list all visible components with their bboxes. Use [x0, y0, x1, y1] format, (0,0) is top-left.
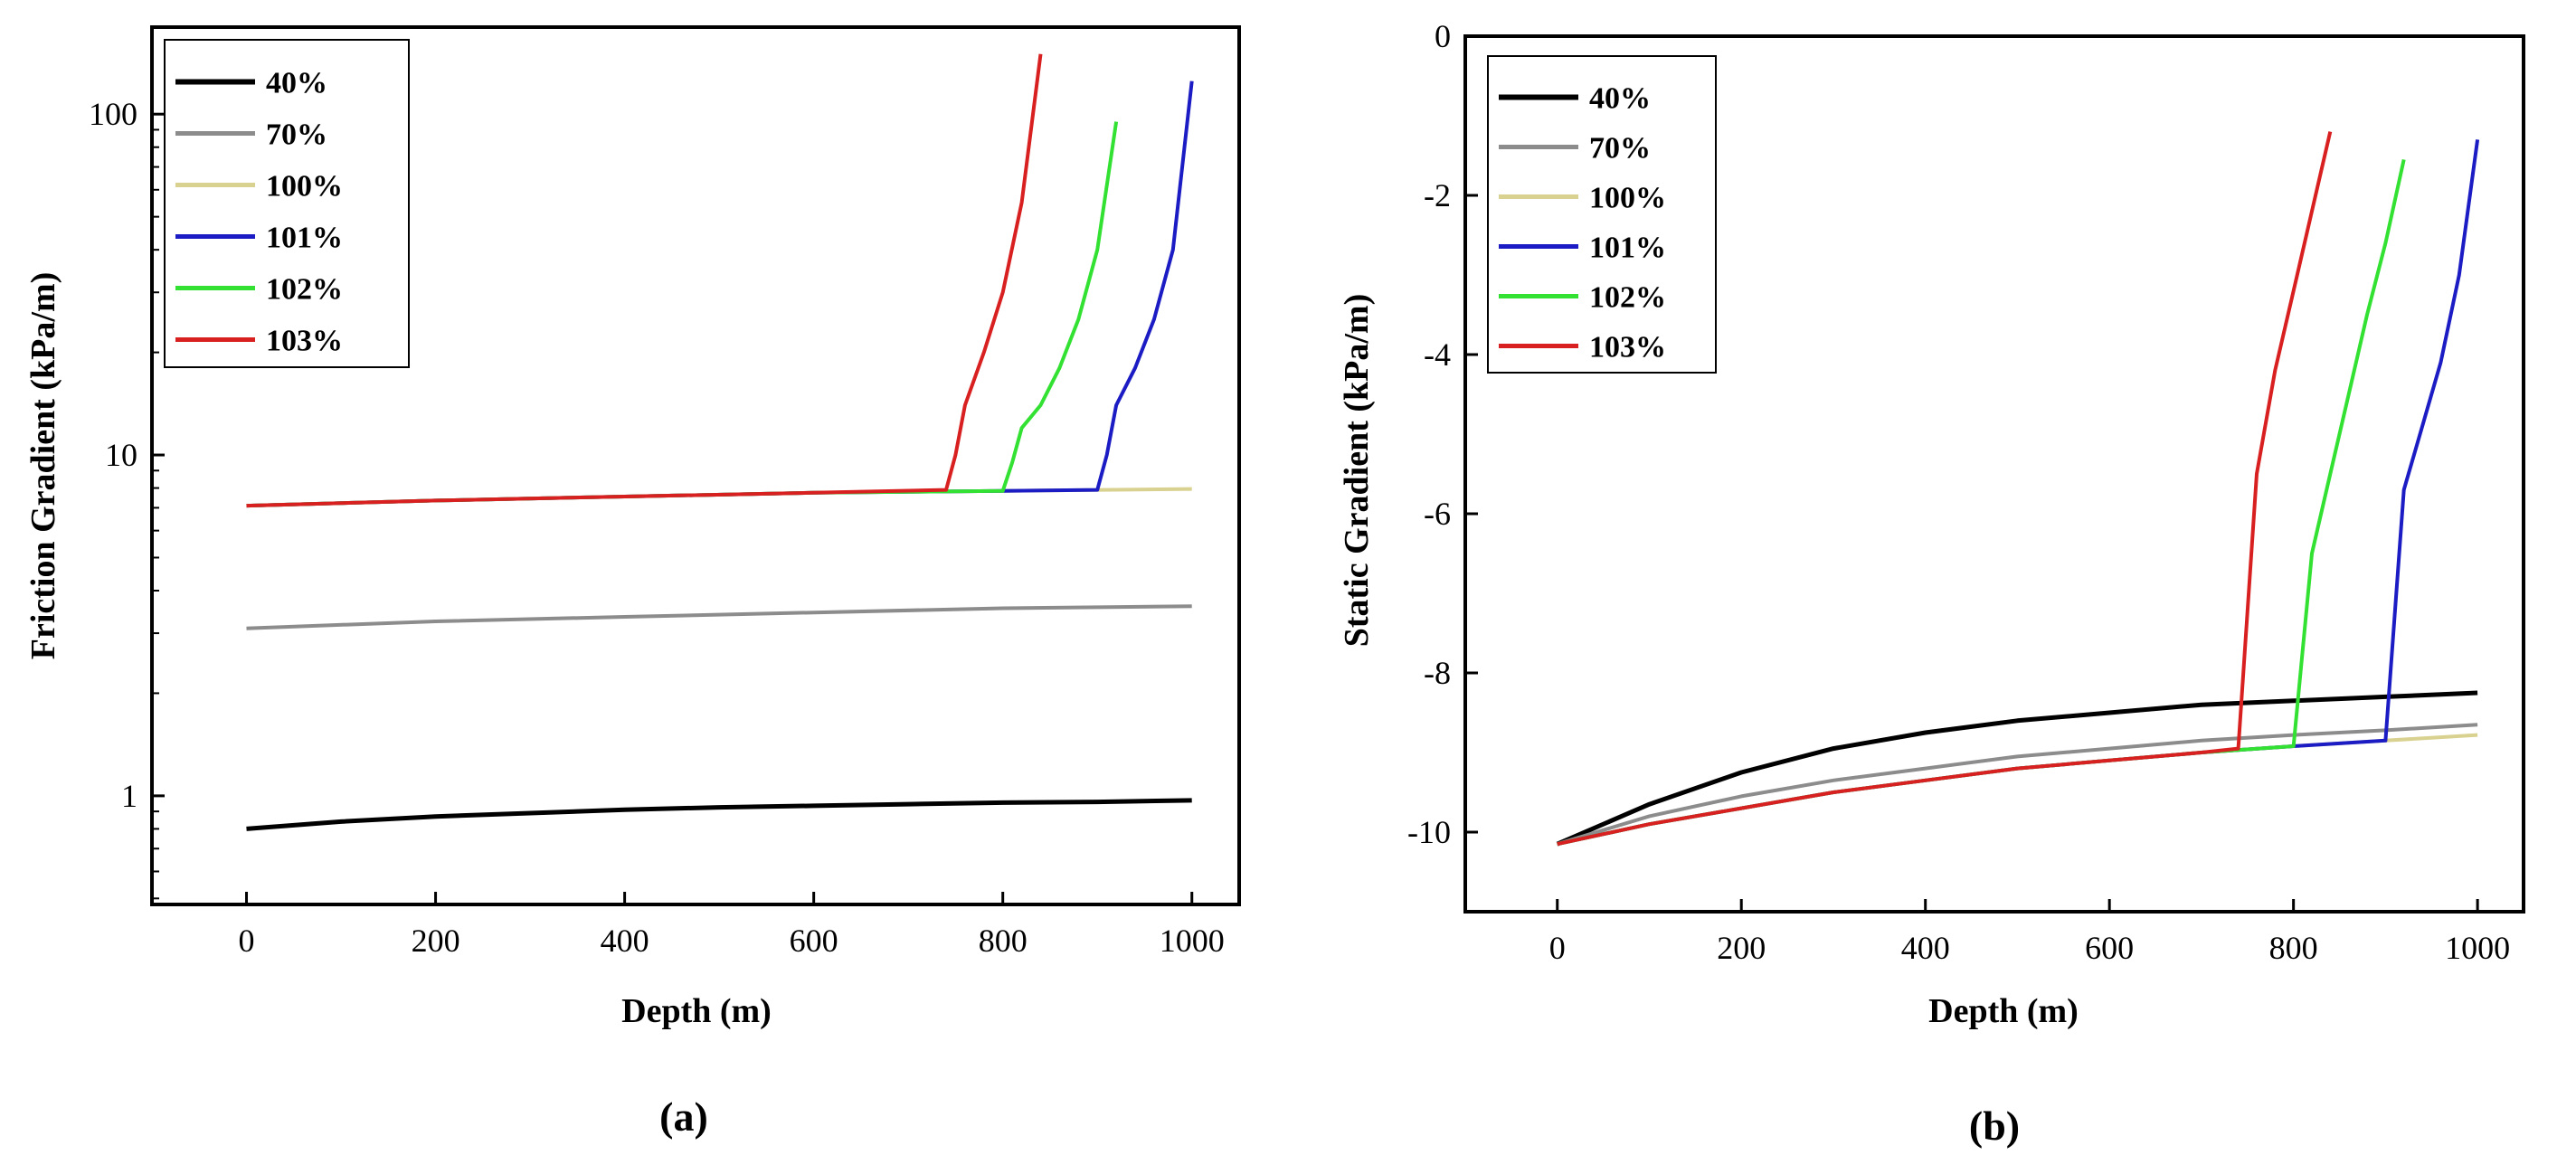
legend-box	[164, 39, 410, 368]
series-line-103pct	[1557, 131, 2333, 847]
x-tick-label: 600	[790, 923, 838, 959]
legend-label: 101%	[1589, 232, 1666, 265]
y-tick-label: 1	[121, 778, 137, 814]
panel-label: (a)	[659, 1094, 708, 1140]
legend-label: 70%	[1589, 132, 1651, 166]
legend-label: 101%	[266, 222, 343, 255]
y-tick-label: -6	[1424, 496, 1451, 532]
legend-label: 40%	[266, 67, 327, 100]
legend-label: 70%	[266, 118, 327, 152]
y-tick-label: 10	[105, 437, 137, 473]
series-line-70pct	[1557, 723, 2478, 847]
panel-label: (b)	[1969, 1103, 2020, 1149]
y-tick-label: -10	[1407, 814, 1451, 850]
legend-label: 102%	[266, 273, 343, 307]
x-axis-label: Depth (m)	[621, 992, 772, 1030]
chart-panel-a: 0 200 400 600 800 1000 1 10 100 40% 70% 100% 101% 102…	[24, 25, 1241, 1140]
x-tick-label: 400	[1901, 930, 1950, 966]
y-tick-label: 0	[1435, 18, 1451, 54]
legend-b: 40% 70% 100% 101% 102% 103%	[1487, 55, 1717, 374]
series-line-70pct	[246, 604, 1192, 630]
legend-label: 100%	[1589, 182, 1666, 215]
series-line-40pct	[1556, 690, 2478, 847]
x-tick-label: 1000	[1160, 923, 1225, 959]
y-axis-label: Static Gradient (kPa/m)	[1338, 294, 1376, 648]
legend-label: 100%	[266, 170, 343, 204]
plot-frame-b	[1463, 34, 2525, 914]
legend-label: 103%	[266, 325, 343, 358]
x-tick-label: 0	[1549, 930, 1566, 966]
x-tick-label: 200	[1717, 930, 1766, 966]
x-tick-label: 1000	[2445, 930, 2510, 966]
x-axis-label: Depth (m)	[1928, 992, 2079, 1030]
legend-a: 40% 70% 100% 101% 102% 103%	[164, 39, 410, 368]
series-line-40pct	[246, 798, 1192, 831]
x-tick-label: 800	[2269, 930, 2318, 966]
y-tick-label: -4	[1424, 336, 1451, 373]
series-line-103pct	[246, 53, 1043, 508]
plot-frame-a	[150, 25, 1241, 906]
chart-panel-b: 0 200 400 600 800 1000 0 -2 -4 -6 -8 -10 40% 70% 100% 1…	[1338, 18, 2525, 1149]
x-tick-label: 400	[601, 923, 649, 959]
y-tick-label: -2	[1424, 177, 1451, 213]
x-tick-label: 800	[979, 923, 1028, 959]
legend-label: 103%	[1589, 331, 1666, 365]
x-tick-label: 200	[412, 923, 460, 959]
x-tick-label: 600	[2085, 930, 2134, 966]
y-tick-label: 100	[89, 96, 137, 132]
y-axis-label: Friction Gradient (kPa/m)	[24, 272, 62, 659]
x-tick-label: 0	[239, 923, 255, 959]
legend-box	[1487, 55, 1717, 374]
legend-label: 40%	[1589, 82, 1651, 116]
y-tick-label: -8	[1424, 655, 1451, 691]
legend-label: 102%	[1589, 281, 1666, 315]
